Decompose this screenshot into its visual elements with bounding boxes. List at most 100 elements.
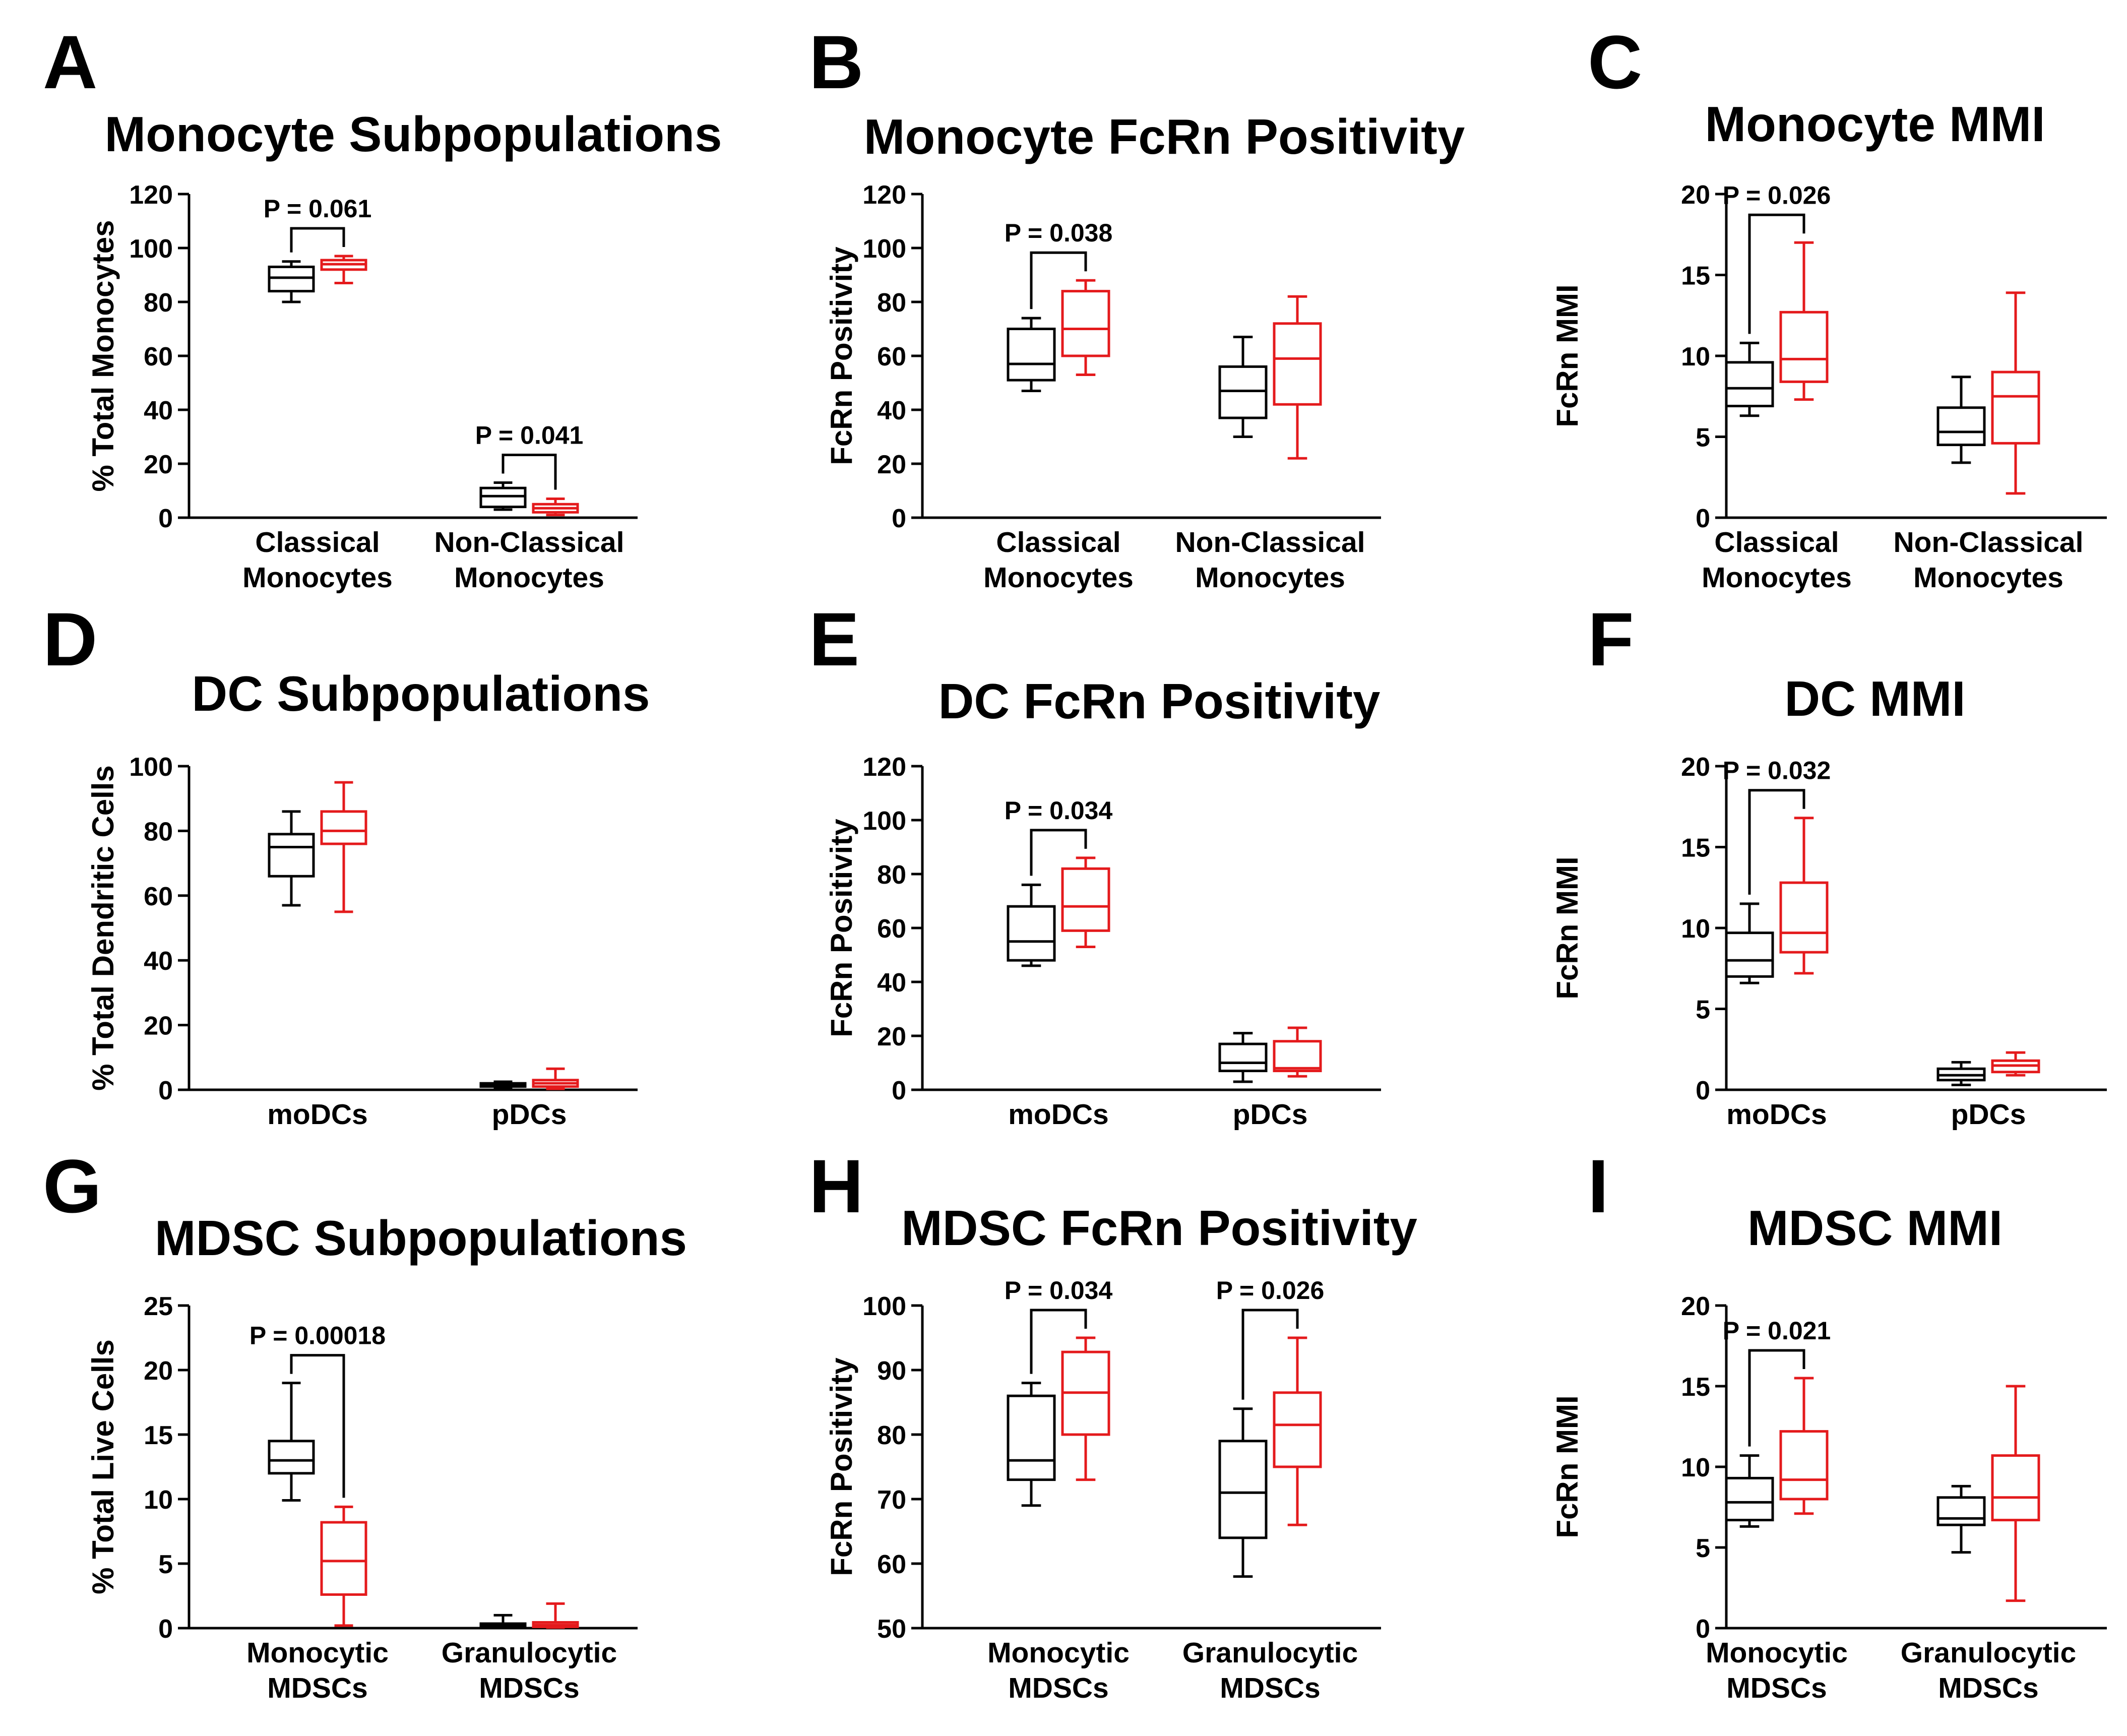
chart-title: DC Subpopulations (192, 666, 650, 721)
y-tick-label: 25 (144, 1292, 173, 1321)
panel-letter: A (43, 20, 97, 104)
box-red (1779, 1377, 1829, 1515)
y-tick-label: 100 (862, 234, 906, 264)
box-red (1779, 817, 1829, 975)
box-iqr (479, 486, 527, 509)
panel-letter: H (809, 1144, 863, 1228)
y-tick-label: 60 (144, 342, 173, 371)
x-category-label: Granulocytic (1182, 1637, 1358, 1669)
box-black (1725, 902, 1774, 984)
y-tick-label: 20 (144, 1012, 173, 1041)
bracket-line (1748, 1349, 1805, 1447)
y-tick-label: 20 (144, 1356, 173, 1386)
box-black (479, 481, 527, 511)
x-category-label: Monocytic (987, 1637, 1130, 1669)
y-tick-label: 15 (1681, 834, 1710, 863)
panel-letter: E (809, 597, 859, 681)
significance-bracket: P = 0.021 (1723, 1317, 1831, 1447)
box-red (1061, 279, 1110, 376)
significance-bracket: P = 0.00018 (249, 1322, 386, 1498)
y-tick-label: 0 (892, 1076, 906, 1105)
x-category-label: moDCs (1008, 1098, 1109, 1131)
y-tick-label: 60 (144, 882, 173, 911)
box-red (532, 498, 579, 517)
panel-letter: I (1588, 1144, 1609, 1228)
x-category-label: MDSCs (267, 1672, 368, 1704)
box-black (1218, 1032, 1268, 1083)
box-red (1061, 1336, 1110, 1481)
y-tick-label: 70 (877, 1485, 906, 1515)
box-iqr (1725, 361, 1774, 408)
p-value-label: P = 0.026 (1723, 181, 1831, 209)
x-category-label: Non-Classical (434, 526, 624, 559)
box-black (1218, 1407, 1268, 1578)
box-red (1061, 856, 1110, 948)
bracket-line (1748, 213, 1805, 334)
y-tick-label: 10 (144, 1485, 173, 1515)
x-category-label: Classical (255, 526, 380, 559)
bracket-line (1030, 829, 1087, 876)
chart-title: MDSC FcRn Positivity (901, 1200, 1417, 1256)
y-axis-label: FcRn MMI (1550, 284, 1584, 427)
x-category-label: Monocytic (246, 1637, 389, 1669)
y-tick-label: 0 (1696, 504, 1710, 533)
box-iqr (1779, 311, 1829, 383)
box-black (1007, 883, 1056, 967)
y-tick-label: 20 (1681, 753, 1710, 782)
y-axis-label: % Total Dendritic Cells (86, 765, 120, 1091)
significance-bracket: P = 0.034 (1005, 796, 1112, 876)
box-iqr (320, 1521, 367, 1596)
box-red (320, 781, 367, 913)
y-tick-label: 100 (129, 234, 173, 264)
panel-letter: D (43, 597, 97, 681)
panel-f: F DC MMI 0 5 10 15 20 FcRn MMI moDCs pDCs P = 0.03… (1550, 597, 2107, 1131)
chart-title: DC FcRn Positivity (939, 673, 1381, 729)
box-red (1779, 241, 1829, 401)
box-iqr (1061, 867, 1110, 932)
x-category-label: moDCs (267, 1098, 368, 1131)
y-tick-label: 100 (862, 1292, 906, 1321)
x-category-label: Monocytes (1702, 562, 1852, 594)
bracket-line (290, 227, 345, 253)
box-iqr (1936, 406, 1986, 447)
x-category-label: MDSCs (1938, 1672, 2039, 1704)
significance-bracket: P = 0.041 (475, 421, 583, 490)
box-black (479, 1614, 527, 1629)
y-tick-label: 10 (1681, 342, 1710, 371)
y-tick-label: 120 (862, 180, 906, 210)
x-category-label: MDSCs (1726, 1672, 1827, 1704)
y-tick-label: 20 (1681, 1292, 1710, 1321)
box-iqr (1061, 290, 1110, 357)
p-value-label: P = 0.00018 (249, 1322, 386, 1350)
y-tick-label: 0 (892, 504, 906, 533)
x-category-label: Monocytic (1706, 1637, 1848, 1669)
x-category-label: Monocytes (242, 562, 393, 594)
box-red (532, 1602, 579, 1629)
bracket-line (1241, 1309, 1299, 1400)
bracket-line (1030, 1309, 1087, 1374)
bracket-line (290, 1354, 345, 1498)
panel-e: E DC FcRn Positivity 0 20 40 60 80 100 120 FcRn P… (809, 597, 1381, 1131)
box-iqr (1273, 1391, 1322, 1468)
box-red (1991, 1051, 2040, 1077)
box-iqr (1725, 1476, 1774, 1522)
box-black (1936, 1061, 1986, 1086)
x-category-label: Monocytes (454, 562, 604, 594)
box-black (1936, 376, 1986, 464)
box-black (1007, 317, 1056, 393)
box-iqr (1007, 328, 1056, 382)
x-category-label: pDCs (1951, 1098, 2026, 1131)
y-tick-label: 10 (1681, 1453, 1710, 1482)
y-tick-label: 5 (1696, 423, 1710, 453)
x-category-label: pDCs (1233, 1098, 1308, 1131)
box-iqr (1218, 1042, 1268, 1073)
box-black (1936, 1484, 1986, 1554)
significance-bracket: P = 0.061 (264, 195, 371, 253)
box-black (268, 1382, 315, 1502)
box-iqr (1936, 1496, 1986, 1526)
panel-letter: G (43, 1144, 102, 1228)
y-tick-label: 100 (129, 753, 173, 782)
